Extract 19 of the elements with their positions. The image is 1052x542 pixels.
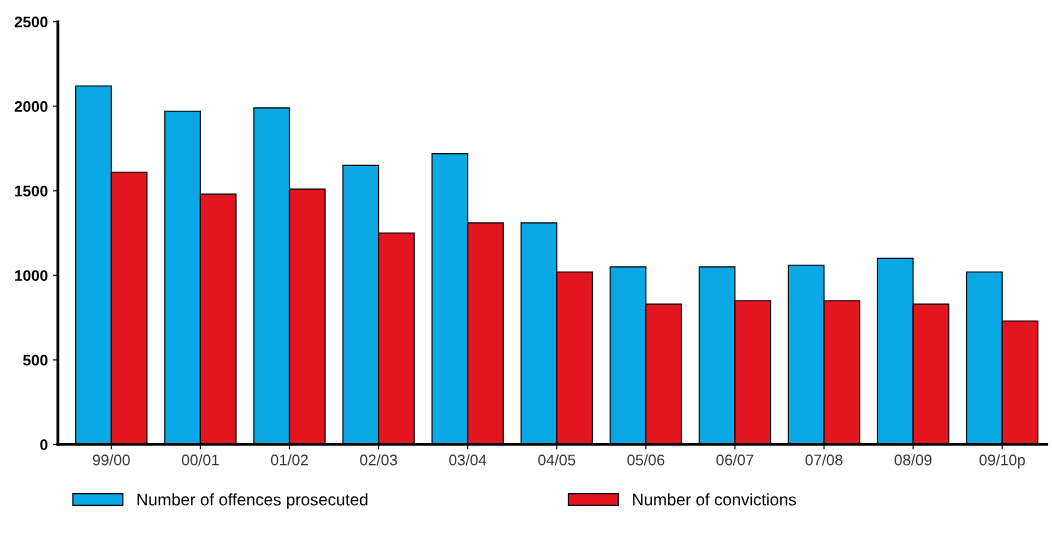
y-tick-label: 2500 (14, 16, 48, 28)
y-tick-label: 1000 (15, 270, 48, 282)
y-tick-label: 500 (23, 354, 48, 366)
x-tick-label: 05/06 (627, 454, 665, 466)
x-tick-label: 06/07 (716, 454, 754, 466)
legend-label: Number of convictions (633, 493, 797, 506)
x-tick-label: 00/01 (181, 454, 219, 466)
x-tick-label: 09/10p (979, 454, 1025, 469)
x-tick-label: 02/03 (360, 454, 398, 466)
y-tick-label: 1500 (15, 185, 48, 197)
x-tick-label: 01/02 (270, 454, 308, 466)
x-tick-label: 04/05 (538, 454, 576, 466)
x-tick-label: 08/09 (894, 454, 932, 466)
x-tick-label: 03/04 (449, 454, 487, 466)
x-tick-label: 07/08 (805, 454, 843, 466)
legend-label: Number of offences prosecuted (137, 493, 368, 509)
x-tick-label: 99/00 (92, 454, 130, 466)
y-tick-label: 0 (40, 439, 48, 451)
y-tick-label: 2000 (14, 101, 48, 112)
